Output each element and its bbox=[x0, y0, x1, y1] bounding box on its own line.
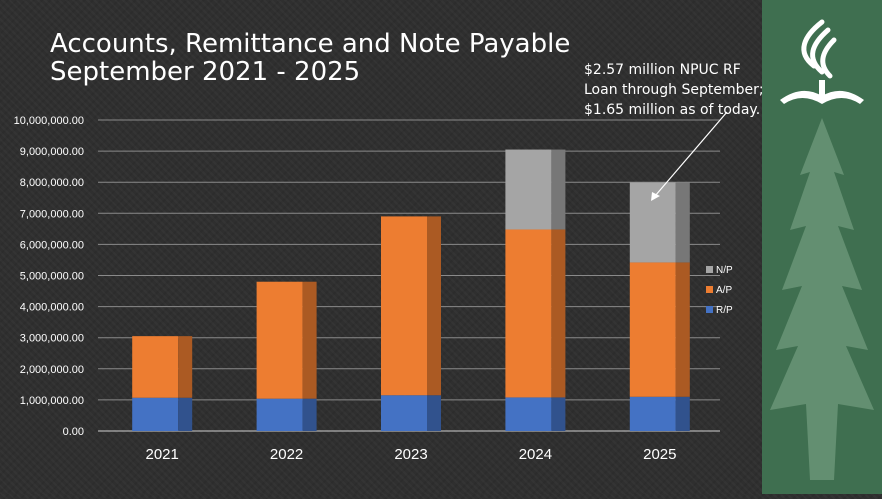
bar-ap-2022 bbox=[256, 281, 303, 399]
bar-ap-2025 bbox=[629, 262, 676, 397]
bar-side-np-2024 bbox=[551, 149, 566, 230]
annotation-line-1: $2.57 million NPUC RF bbox=[584, 62, 741, 78]
chart: 0.00 1,000,000.00 2,000,000.00 3,000,000.00… bbox=[14, 111, 733, 463]
bar-rp-2022 bbox=[256, 398, 303, 431]
bar-side-rp-2023 bbox=[427, 395, 441, 431]
bar-side-ap-2024 bbox=[551, 229, 566, 398]
bar-rp-2023 bbox=[381, 395, 427, 431]
legend-label-ap: A/P bbox=[716, 285, 732, 296]
bar-side-ap-2023 bbox=[427, 216, 441, 396]
bar-np-2024 bbox=[505, 149, 552, 230]
bar-side-ap-2022 bbox=[302, 281, 317, 399]
annotation-line-3: $1.65 million as of today. bbox=[584, 102, 761, 118]
bar-side-rp-2024 bbox=[551, 397, 566, 431]
y-tick-label: 1,000,000.00 bbox=[20, 395, 84, 407]
y-tick-label: 3,000,000.00 bbox=[20, 333, 84, 345]
bar-ap-2023 bbox=[381, 216, 427, 396]
y-tick-label: 8,000,000.00 bbox=[20, 177, 84, 189]
bar-side-np-2025 bbox=[675, 182, 690, 263]
slide-title: Accounts, Remittance and Note Payable Se… bbox=[50, 30, 570, 86]
y-tick-label: 7,000,000.00 bbox=[20, 208, 84, 220]
annotation-line-2: Loan through September; bbox=[584, 82, 764, 98]
annotation-arrow bbox=[654, 111, 728, 197]
bar-rp-2024 bbox=[505, 397, 552, 431]
x-category-label: 2025 bbox=[643, 446, 676, 463]
x-category-label: 2023 bbox=[394, 446, 427, 463]
side-panel-art bbox=[770, 19, 874, 480]
bar-rp-2025 bbox=[629, 396, 676, 431]
legend-swatch-np bbox=[706, 266, 713, 273]
legend-label-np: N/P bbox=[716, 265, 733, 276]
annotation-arrowhead bbox=[651, 192, 660, 201]
bar-side-ap-2021 bbox=[178, 336, 193, 398]
bar-rp-2021 bbox=[132, 397, 179, 431]
title-line-1: Accounts, Remittance and Note Payable bbox=[50, 29, 571, 59]
tree-icon bbox=[770, 118, 874, 480]
x-category-label: 2022 bbox=[270, 446, 303, 463]
y-tick-label: 2,000,000.00 bbox=[20, 364, 84, 376]
y-tick-label: 5,000,000.00 bbox=[20, 271, 84, 283]
loan-annotation: $2.57 million NPUC RF Loan through Septe… bbox=[584, 60, 764, 120]
legend-label-rp: R/P bbox=[716, 305, 733, 316]
legend-swatch-ap bbox=[706, 286, 713, 293]
bar-side-rp-2025 bbox=[675, 396, 690, 431]
y-tick-label: 4,000,000.00 bbox=[20, 302, 84, 314]
bar-side-rp-2021 bbox=[178, 397, 193, 431]
legend-swatch-rp bbox=[706, 306, 713, 313]
bar-ap-2024 bbox=[505, 229, 552, 398]
logo-icon bbox=[801, 19, 837, 79]
book-icon bbox=[780, 80, 864, 104]
y-tick-label: 10,000,000.00 bbox=[14, 115, 84, 127]
y-tick-label: 9,000,000.00 bbox=[20, 146, 84, 158]
bar-side-rp-2022 bbox=[302, 398, 317, 431]
y-tick-label: 0.00 bbox=[63, 426, 84, 438]
side-panel bbox=[762, 0, 882, 494]
x-category-label: 2021 bbox=[146, 446, 179, 463]
y-tick-label: 6,000,000.00 bbox=[20, 239, 84, 251]
bar-ap-2021 bbox=[132, 336, 179, 398]
bar-side-ap-2025 bbox=[675, 262, 690, 397]
title-line-2: September 2021 - 2025 bbox=[50, 57, 361, 87]
x-category-label: 2024 bbox=[519, 446, 552, 463]
